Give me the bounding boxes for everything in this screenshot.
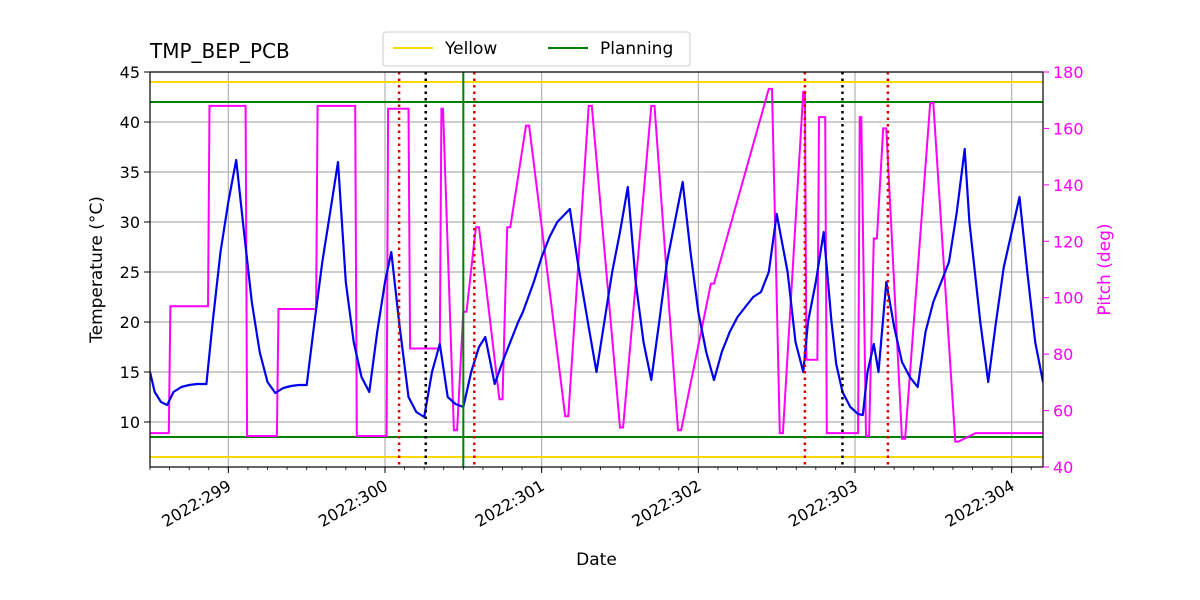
x-tick-label: 2022:300: [315, 476, 391, 531]
y2-axis-title: Pitch (deg): [1095, 223, 1115, 315]
y2-tick-label: 120: [1053, 232, 1084, 251]
temperature-series-line: [150, 147, 1043, 419]
plot-frame: [149, 71, 1044, 468]
y-tick-label: 40: [120, 113, 140, 132]
y-tick-label: 20: [120, 313, 140, 332]
y2-tick-label: 40: [1053, 458, 1073, 477]
x-tick-label: 2022:301: [472, 476, 548, 531]
y-tick-label: 35: [120, 163, 140, 182]
limit-lines-layer: [150, 81, 1043, 458]
x-tick-label: 2022:299: [158, 476, 234, 531]
y2-tick-label: 160: [1053, 119, 1084, 138]
x-tick-label: 2022:302: [628, 476, 704, 531]
legend: Yellow Planning: [382, 31, 691, 67]
y-tick-label: 45: [120, 63, 140, 82]
chart-title: TMP_BEP_PCB: [149, 39, 290, 63]
pitch-series-line: [150, 87, 1043, 443]
x-axis-title: Date: [576, 550, 617, 570]
legend-label-planning: Planning: [600, 39, 673, 59]
y-tick-label: 15: [120, 363, 140, 382]
x-tick-label: 2022:303: [785, 476, 861, 531]
series-layer: [150, 87, 1043, 443]
y-tick-label: 25: [120, 263, 140, 282]
y2-tick-label: 80: [1053, 345, 1073, 364]
y-axis-title: Temperature (°C): [87, 196, 107, 344]
legend-frame: [382, 31, 691, 67]
y-tick-label: 30: [120, 213, 140, 232]
event-markers-layer: [397, 72, 890, 467]
y2-tick-label: 180: [1053, 63, 1084, 82]
y2-tick-label: 140: [1053, 176, 1084, 195]
x-tick-label: 2022:304: [942, 476, 1018, 531]
y2-tick-label: 60: [1053, 402, 1073, 421]
y-tick-label: 10: [120, 413, 140, 432]
grid-layer: [150, 71, 1043, 467]
y2-tick-label: 100: [1053, 289, 1084, 308]
legend-label-yellow: Yellow: [444, 39, 497, 59]
axes-layer: 2022:299 2022:300 2022:301 2022:302 2022:303…: [120, 63, 1084, 531]
